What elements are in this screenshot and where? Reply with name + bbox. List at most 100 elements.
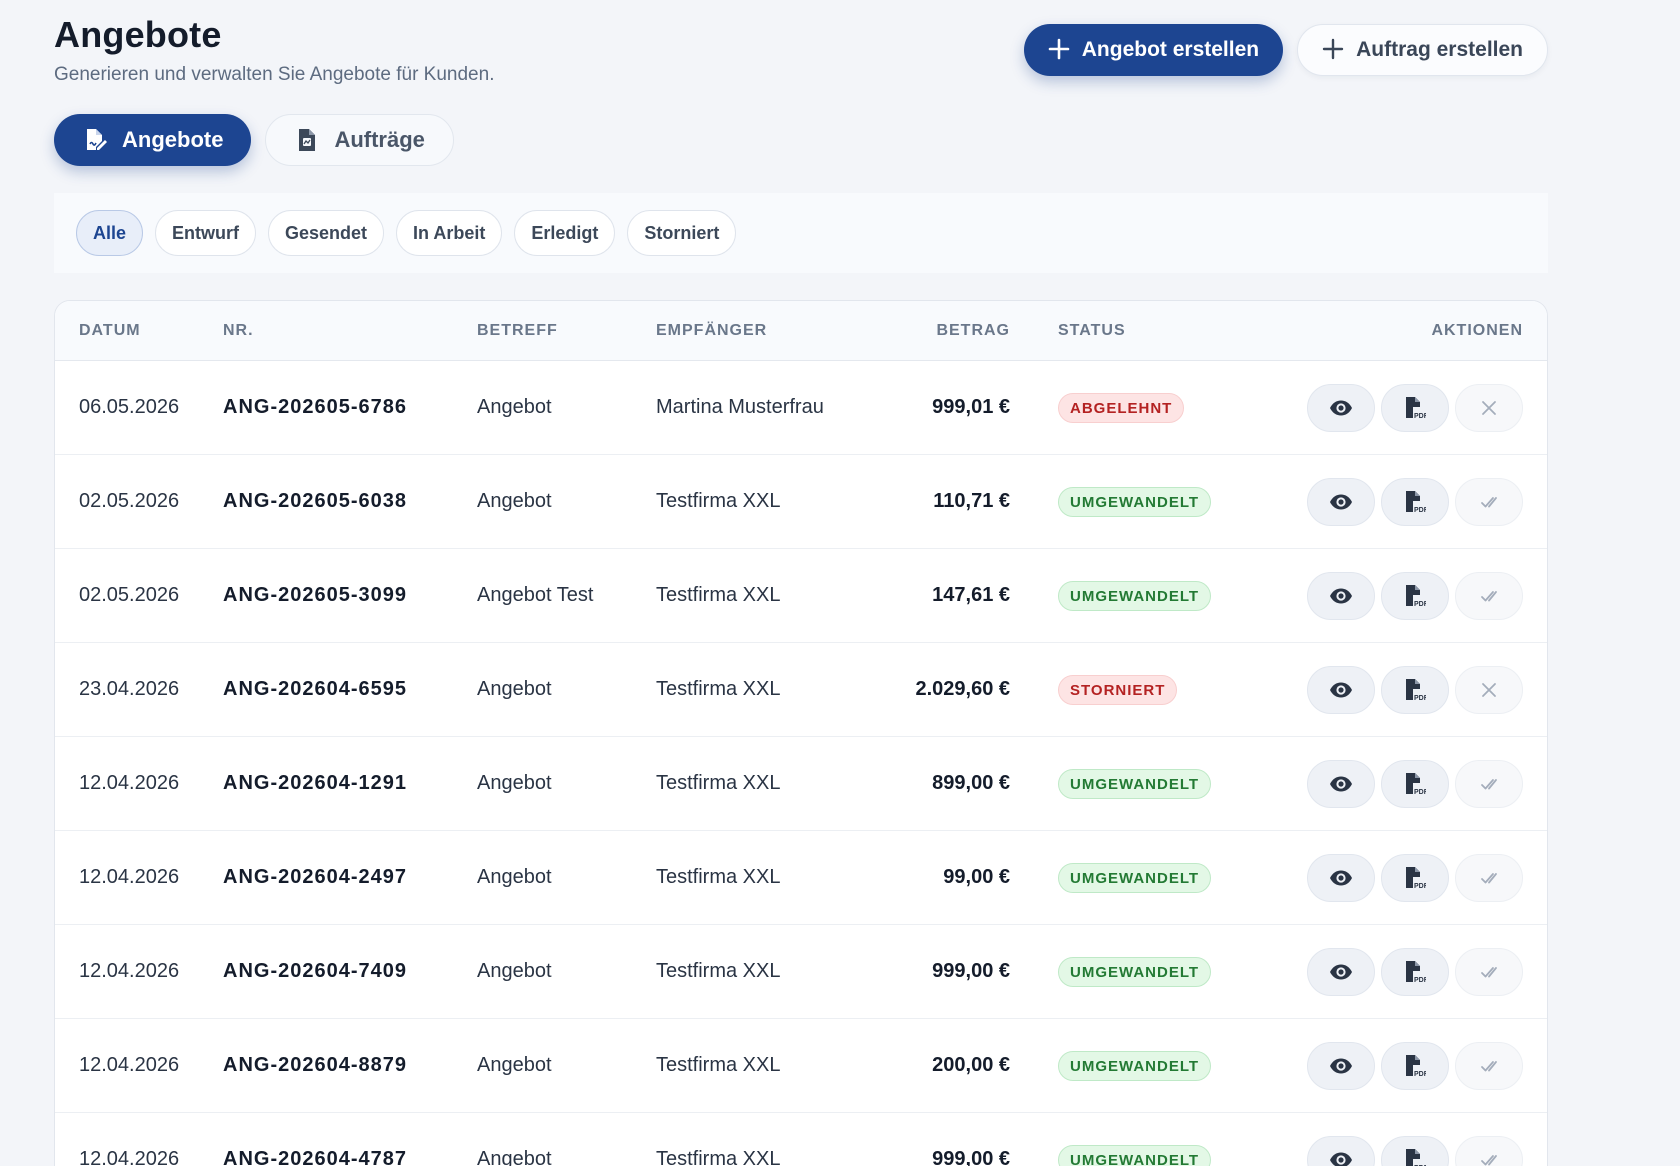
check-double-icon [1480, 870, 1498, 886]
status-badge: UMGEWANDELT [1058, 956, 1212, 987]
filter-chip-storniert[interactable]: Storniert [627, 210, 737, 256]
status-action-button[interactable] [1455, 1135, 1523, 1166]
status-badge: UMGEWANDELT [1058, 768, 1212, 799]
cell-nr: ANG-202604-2497 [223, 866, 407, 888]
status-action-button[interactable] [1455, 1041, 1523, 1090]
tab-auftraege[interactable]: Aufträge [265, 114, 454, 166]
table-row[interactable]: 12.04.2026 ANG-202604-1291 Angebot Testf… [55, 737, 1547, 831]
table-row[interactable]: 12.04.2026 ANG-202604-8879 Angebot Testf… [55, 1019, 1547, 1113]
cell-empfaenger: Martina Musterfrau [656, 396, 824, 418]
svg-text:PDF: PDF [1414, 883, 1426, 890]
cell-status: UMGEWANDELT [1010, 768, 1230, 799]
table-header: DATUM NR. BETREFF EMPFÄNGER BETRAG STATU… [55, 301, 1547, 361]
svg-text:PDF: PDF [1414, 1071, 1426, 1078]
filter-chip-erledigt[interactable]: Erledigt [514, 210, 616, 256]
table-row[interactable]: 02.05.2026 ANG-202605-3099 Angebot Test … [55, 549, 1547, 643]
view-button[interactable] [1307, 853, 1375, 902]
pdf-download-button[interactable]: PDF [1381, 571, 1449, 620]
table-row[interactable]: 02.05.2026 ANG-202605-6038 Angebot Testf… [55, 455, 1547, 549]
check-double-icon [1480, 776, 1498, 792]
column-header-empfaenger[interactable]: EMPFÄNGER [656, 321, 768, 339]
table-row[interactable]: 23.04.2026 ANG-202604-6595 Angebot Testf… [55, 643, 1547, 737]
file-pdf-icon: PDF [1404, 1054, 1426, 1078]
page-header: Angebote Generieren und verwalten Sie An… [54, 14, 1548, 94]
header-actions: Angebot erstellen Auftrag erstellen [1023, 24, 1548, 76]
filter-chip-gesendet[interactable]: Gesendet [268, 210, 385, 256]
column-header-status[interactable]: STATUS [1058, 321, 1126, 339]
filter-chip-entwurf[interactable]: Entwurf [155, 210, 257, 256]
view-button[interactable] [1307, 1135, 1375, 1166]
cell-nr: ANG-202605-6786 [223, 396, 407, 418]
cell-datum: 12.04.2026 [79, 1148, 180, 1166]
create-order-button[interactable]: Auftrag erstellen [1297, 24, 1548, 76]
cell-datum: 02.05.2026 [79, 490, 180, 512]
column-header-betrag[interactable]: BETRAG [936, 321, 1010, 339]
cell-betreff: Angebot [477, 1054, 552, 1076]
column-header-nr[interactable]: NR. [223, 321, 254, 339]
view-button[interactable] [1307, 759, 1375, 808]
svg-text:PDF: PDF [1414, 601, 1426, 608]
eye-icon [1329, 775, 1353, 793]
cell-betrag: 147,61 € [932, 584, 1010, 606]
eye-icon [1329, 963, 1353, 981]
page-title: Angebote [54, 14, 222, 55]
status-badge: UMGEWANDELT [1058, 486, 1212, 517]
pdf-download-button[interactable]: PDF [1381, 665, 1449, 714]
status-action-button[interactable] [1455, 853, 1523, 902]
filter-chip-in-arbeit[interactable]: In Arbeit [396, 210, 503, 256]
cell-datum: 12.04.2026 [79, 1054, 180, 1076]
column-header-datum[interactable]: DATUM [79, 321, 141, 339]
table-row[interactable]: 12.04.2026 ANG-202604-2497 Angebot Testf… [55, 831, 1547, 925]
pdf-download-button[interactable]: PDF [1381, 383, 1449, 432]
status-action-button[interactable] [1455, 571, 1523, 620]
cell-nr: ANG-202604-8879 [223, 1054, 407, 1076]
cell-status: ABGELEHNT [1010, 392, 1230, 423]
tab-angebote[interactable]: Angebote [54, 114, 252, 166]
cell-empfaenger: Testfirma XXL [656, 772, 781, 794]
cell-datum: 02.05.2026 [79, 584, 180, 606]
table-row[interactable]: 06.05.2026 ANG-202605-6786 Angebot Marti… [55, 361, 1547, 455]
cell-betreff: Angebot [477, 772, 552, 794]
status-badge: UMGEWANDELT [1058, 1144, 1212, 1166]
cell-status: UMGEWANDELT [1010, 956, 1230, 987]
view-button[interactable] [1307, 477, 1375, 526]
pdf-download-button[interactable]: PDF [1381, 1135, 1449, 1166]
cell-betreff: Angebot [477, 678, 552, 700]
filter-chip-alle[interactable]: Alle [76, 210, 144, 256]
status-action-button[interactable] [1455, 665, 1523, 714]
pdf-download-button[interactable]: PDF [1381, 477, 1449, 526]
cell-empfaenger: Testfirma XXL [656, 490, 781, 512]
status-action-button[interactable] [1455, 383, 1523, 432]
pdf-download-button[interactable]: PDF [1381, 947, 1449, 996]
offers-table: DATUM NR. BETREFF EMPFÄNGER BETRAG STATU… [54, 300, 1548, 1166]
table-row[interactable]: 12.04.2026 ANG-202604-4787 Angebot Testf… [55, 1113, 1547, 1166]
cell-empfaenger: Testfirma XXL [656, 866, 781, 888]
svg-text:PDF: PDF [1414, 789, 1426, 796]
status-action-button[interactable] [1455, 947, 1523, 996]
view-button[interactable] [1307, 665, 1375, 714]
svg-text:PDF: PDF [1414, 977, 1426, 984]
eye-icon [1329, 1057, 1353, 1075]
cell-nr: ANG-202604-6595 [223, 678, 407, 700]
view-button[interactable] [1307, 947, 1375, 996]
cell-status: UMGEWANDELT [1010, 580, 1230, 611]
view-button[interactable] [1307, 571, 1375, 620]
cell-status: UMGEWANDELT [1010, 1144, 1230, 1166]
cell-empfaenger: Testfirma XXL [656, 960, 781, 982]
column-header-betreff[interactable]: BETREFF [477, 321, 558, 339]
cell-nr: ANG-202605-3099 [223, 584, 407, 606]
view-button[interactable] [1307, 1041, 1375, 1090]
pdf-download-button[interactable]: PDF [1381, 759, 1449, 808]
status-action-button[interactable] [1455, 477, 1523, 526]
view-button[interactable] [1307, 383, 1375, 432]
create-offer-button[interactable]: Angebot erstellen [1023, 24, 1284, 76]
create-offer-label: Angebot erstellen [1081, 38, 1260, 61]
pdf-download-button[interactable]: PDF [1381, 1041, 1449, 1090]
cell-empfaenger: Testfirma XXL [656, 678, 781, 700]
pdf-download-button[interactable]: PDF [1381, 853, 1449, 902]
table-row[interactable]: 12.04.2026 ANG-202604-7409 Angebot Testf… [55, 925, 1547, 1019]
check-double-icon [1480, 1058, 1498, 1074]
status-action-button[interactable] [1455, 759, 1523, 808]
eye-icon [1329, 493, 1353, 511]
status-badge: STORNIERT [1058, 674, 1178, 705]
